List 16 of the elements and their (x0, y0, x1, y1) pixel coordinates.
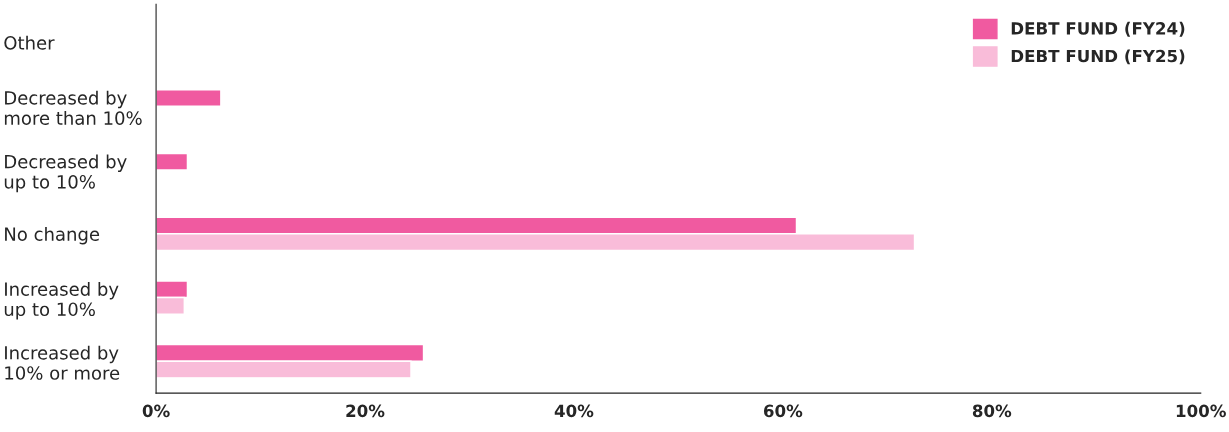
x-tick-label: 80% (972, 404, 1012, 418)
y-tick-label: Increased by 10% or more (5, 345, 120, 380)
y-tick-label: Decreased by up to 10% (4, 154, 127, 193)
x-tick-label: 40% (554, 404, 594, 418)
x-tick-label: 0% (142, 404, 170, 418)
legend-label: DEBT FUND (FY25) (1011, 49, 1185, 65)
legend-label: DEBT FUND (FY24) (1011, 21, 1185, 37)
x-tick-label: 20% (346, 404, 385, 418)
bar (156, 152, 189, 171)
y-tick-label: Other (4, 35, 55, 50)
y-tick-label: Increased by up to 10% (4, 281, 119, 320)
x-tick-label: 60% (763, 404, 803, 418)
x-tick-label: 100% (1176, 404, 1226, 418)
y-tick-label: Decreased by more than 10% (4, 90, 142, 125)
bar (156, 89, 222, 107)
y-tick-label: No change (5, 226, 100, 245)
